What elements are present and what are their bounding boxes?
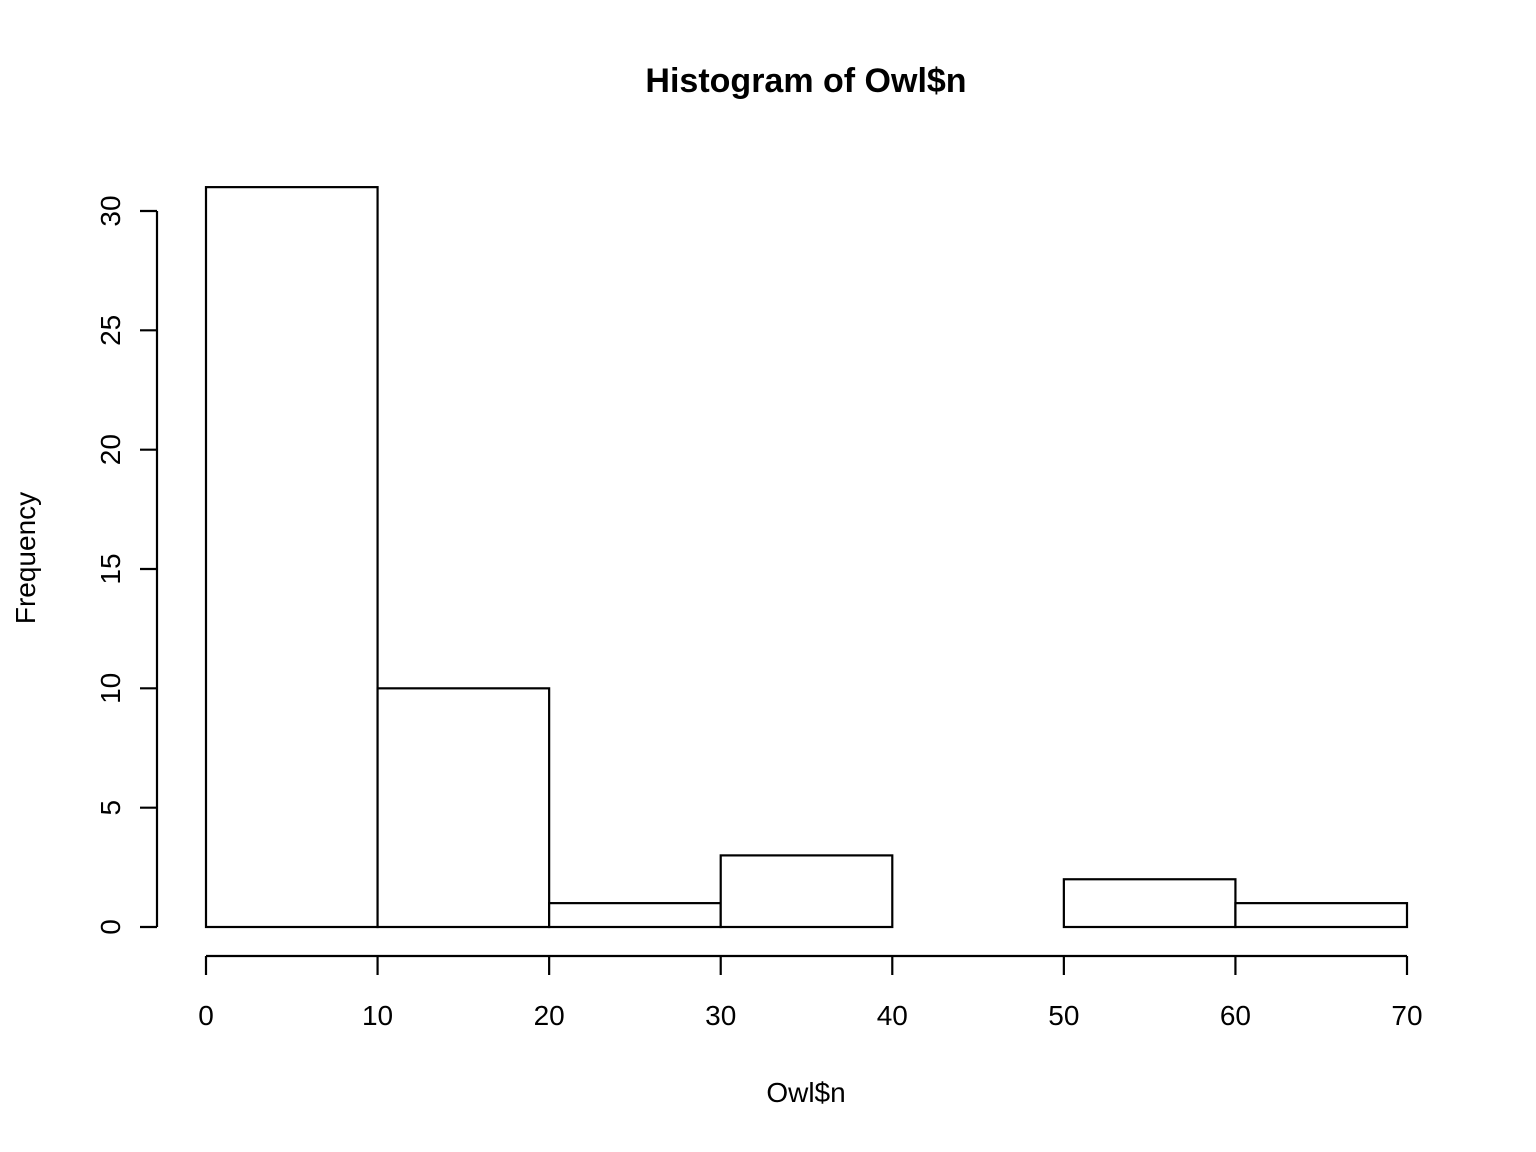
y-tick-label: 10 <box>95 673 126 704</box>
histogram-bar <box>548 902 722 929</box>
x-tick-label: 10 <box>362 1000 393 1031</box>
histogram-bar <box>719 854 894 929</box>
x-tick-label: 60 <box>1220 1000 1251 1031</box>
histogram-bar <box>1234 902 1409 929</box>
x-tick-label: 40 <box>877 1000 908 1031</box>
y-axis: 0 5 10 15 20 25 30 <box>95 195 159 935</box>
x-tick-label: 30 <box>705 1000 736 1031</box>
x-axis-label: Owl$n <box>766 1077 845 1108</box>
y-tick-label: 20 <box>95 434 126 465</box>
x-tick-label: 70 <box>1391 1000 1422 1031</box>
chart-title: Histogram of Owl$n <box>645 62 966 100</box>
y-tick-label: 30 <box>95 195 126 226</box>
bars-group <box>204 186 1409 929</box>
y-axis-label: Frequency <box>10 492 41 624</box>
x-tick-label: 20 <box>534 1000 565 1031</box>
y-tick-label: 0 <box>95 919 126 935</box>
x-tick-label: 0 <box>198 1000 214 1031</box>
histogram-bar <box>204 186 379 929</box>
y-tick-label: 25 <box>95 315 126 346</box>
x-axis: 0 10 20 30 40 50 60 70 <box>198 954 1423 1031</box>
histogram-bar <box>1062 878 1237 929</box>
histogram-bar <box>376 687 551 929</box>
y-tick-label: 5 <box>95 800 126 816</box>
x-tick-label: 50 <box>1048 1000 1079 1031</box>
y-tick-label: 15 <box>95 553 126 584</box>
